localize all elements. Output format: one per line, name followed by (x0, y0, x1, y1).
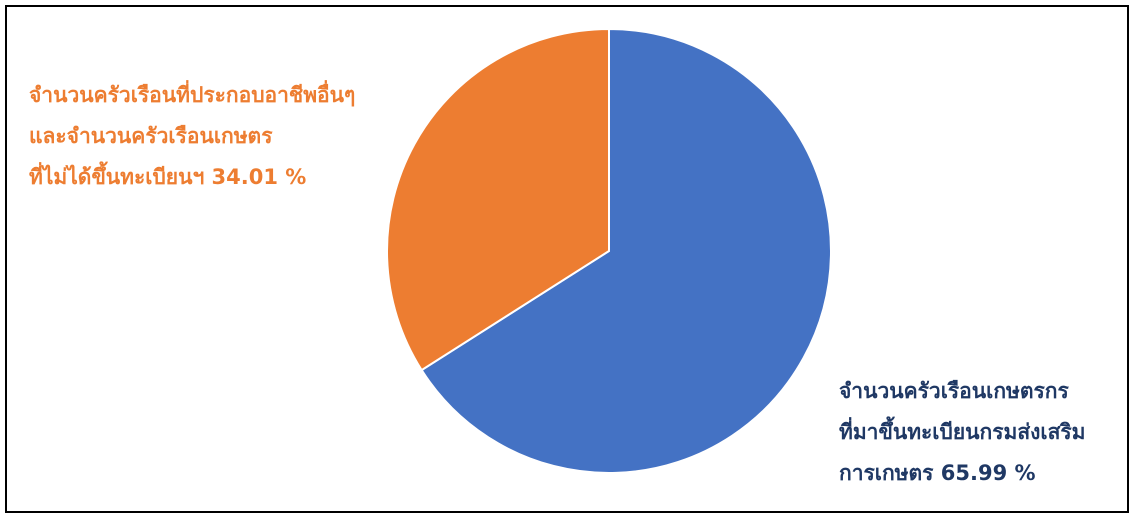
slice-label-other: จำนวนครัวเรือนที่ประกอบอาชีพอื่นๆ และจำน… (29, 75, 355, 198)
slice-label-registered-line-3: การเกษตร 65.99 % (839, 461, 1036, 485)
pie-slice-registered (420, 27, 832, 474)
slice-label-other-line-2: และจำนวนครัวเรือนเกษตร (29, 124, 273, 148)
chart-frame: จำนวนครัวเรือนที่ประกอบอาชีพอื่นๆ และจำน… (5, 5, 1129, 513)
slice-label-registered: จำนวนครัวเรือนเกษตรกร ที่มาขึ้นทะเบียนกร… (839, 371, 1086, 494)
pie-slices (386, 27, 832, 474)
pie-chart (386, 27, 832, 474)
slice-label-registered-line-2: ที่มาขึ้นทะเบียนกรมส่งเสริม (839, 420, 1086, 444)
pie-slice-other (386, 27, 610, 372)
slice-label-other-line-3: ที่ไม่ได้ขึ้นทะเบียนฯ 34.01 % (29, 165, 307, 189)
slice-label-registered-line-1: จำนวนครัวเรือนเกษตรกร (839, 379, 1069, 403)
slice-label-other-line-1: จำนวนครัวเรือนที่ประกอบอาชีพอื่นๆ (29, 83, 356, 107)
